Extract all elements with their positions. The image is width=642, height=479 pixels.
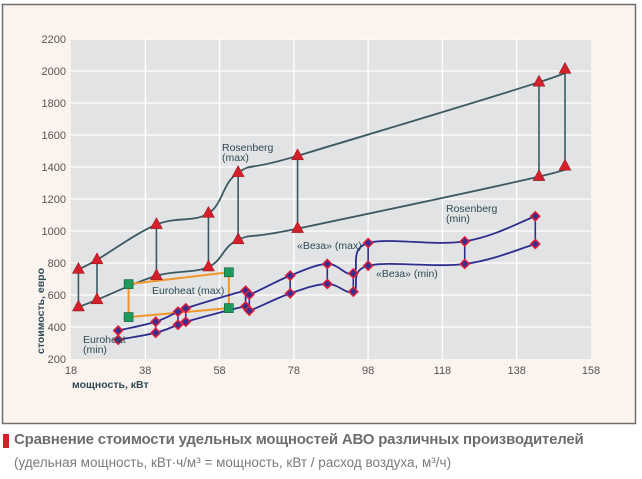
y-tick-label: 800 [48,258,66,270]
data-point-triangle [72,261,85,274]
y-tick-label: 1000 [42,226,66,238]
series-label-line: Rosenberg [446,203,498,215]
series-markers [72,61,572,346]
y-tick-label: 1600 [42,130,66,142]
data-point-diamond [362,237,374,249]
y-tick-label: 200 [48,354,66,366]
y-axis-label: стоимость, евро [35,268,47,354]
x-tick-label: 158 [582,365,600,377]
data-point-triangle [291,148,304,161]
data-point-triangle [90,292,104,305]
data-point-square [123,312,134,322]
data-point-triangle [231,232,245,245]
x-tick-label: 138 [508,365,526,377]
x-tick-label: 118 [434,365,452,377]
series-label-line: Euroheat (max) [152,285,224,297]
series-label-line: Rosenberg [222,142,274,154]
series-label: Euroheat (min) [83,334,126,356]
data-point-triangle [202,259,215,272]
grid [71,38,591,359]
series-label-line: «Веза» (min) [376,268,438,280]
data-point-diamond [529,210,541,222]
series-label: Rosenberg (max) [222,142,274,164]
series-layer [72,61,572,346]
y-tick-label: 1400 [42,162,66,174]
data-point-diamond [284,270,296,282]
data-point-diamond [529,238,541,250]
series-label: Rosenberg (min) [446,203,498,225]
series-line-2 [128,271,229,286]
series-label-line: (min) [446,213,470,225]
data-point-triangle [72,299,85,312]
data-point-triangle [150,268,163,281]
data-point-diamond [243,289,255,301]
data-point-diamond [321,258,333,270]
data-point-triangle [532,74,546,87]
y-tick-label: 2000 [42,66,66,78]
data-point-triangle [150,217,163,229]
data-point-diamond [459,235,471,247]
x-axis-label: мощность, кВт [72,379,149,391]
x-tick-label: 98 [362,365,374,377]
x-tick-label: 58 [213,365,225,377]
data-point-diamond [459,258,471,270]
y-tick-label: 1800 [42,98,66,110]
data-point-square [224,267,234,278]
data-point-diamond [347,267,359,279]
data-point-diamond [243,305,255,317]
caption-title: Сравнение стоимости удельных мощностей А… [14,431,584,448]
y-tick-label: 2200 [42,34,66,46]
data-point-diamond [150,316,162,328]
data-point-diamond [180,302,192,314]
series-label: Euroheat (max) [152,285,224,297]
data-point-diamond [347,286,359,298]
x-tick-label: 38 [139,365,151,377]
series-label-line: Euroheat [83,334,126,346]
data-point-triangle [532,169,546,181]
data-point-diamond [112,334,124,346]
data-point-diamond [150,327,162,339]
data-point-triangle [558,61,572,74]
data-point-triangle [202,205,215,218]
caption-subtitle: (удельная мощность, кВт·ч/м³ = мощность,… [14,455,452,470]
y-tick-label: 600 [48,290,66,302]
series-label-line: (min) [83,344,107,356]
data-point-diamond [284,287,296,299]
series-label: «Веза» (min) [376,268,438,280]
x-tick-label: 78 [288,365,300,377]
data-point-diamond [172,319,184,331]
data-point-diamond [321,278,333,290]
data-point-triangle [90,252,104,265]
series-label-line: (max) [222,152,249,164]
y-tick-label: 1200 [42,194,66,206]
series-labels: Rosenberg (max)Rosenberg (min)Euroheat (ma… [83,142,498,356]
data-point-square [123,279,134,289]
y-tick-label: 400 [48,322,66,334]
tick-labels: 200 400 600 800 1000 1200 1400 1600 1800 2000 2200… [42,34,601,377]
data-point-diamond [362,260,374,272]
data-point-diamond [180,316,192,328]
data-point-square [224,303,234,313]
series-label: «Веза» (max) [297,240,362,252]
x-tick-label: 18 [65,365,77,377]
data-point-triangle [231,165,245,177]
series-label-line: «Веза» (max) [297,240,362,252]
data-point-diamond [172,306,184,318]
data-point-triangle [291,221,304,233]
caption-marker [3,434,9,448]
data-point-triangle [558,158,572,171]
